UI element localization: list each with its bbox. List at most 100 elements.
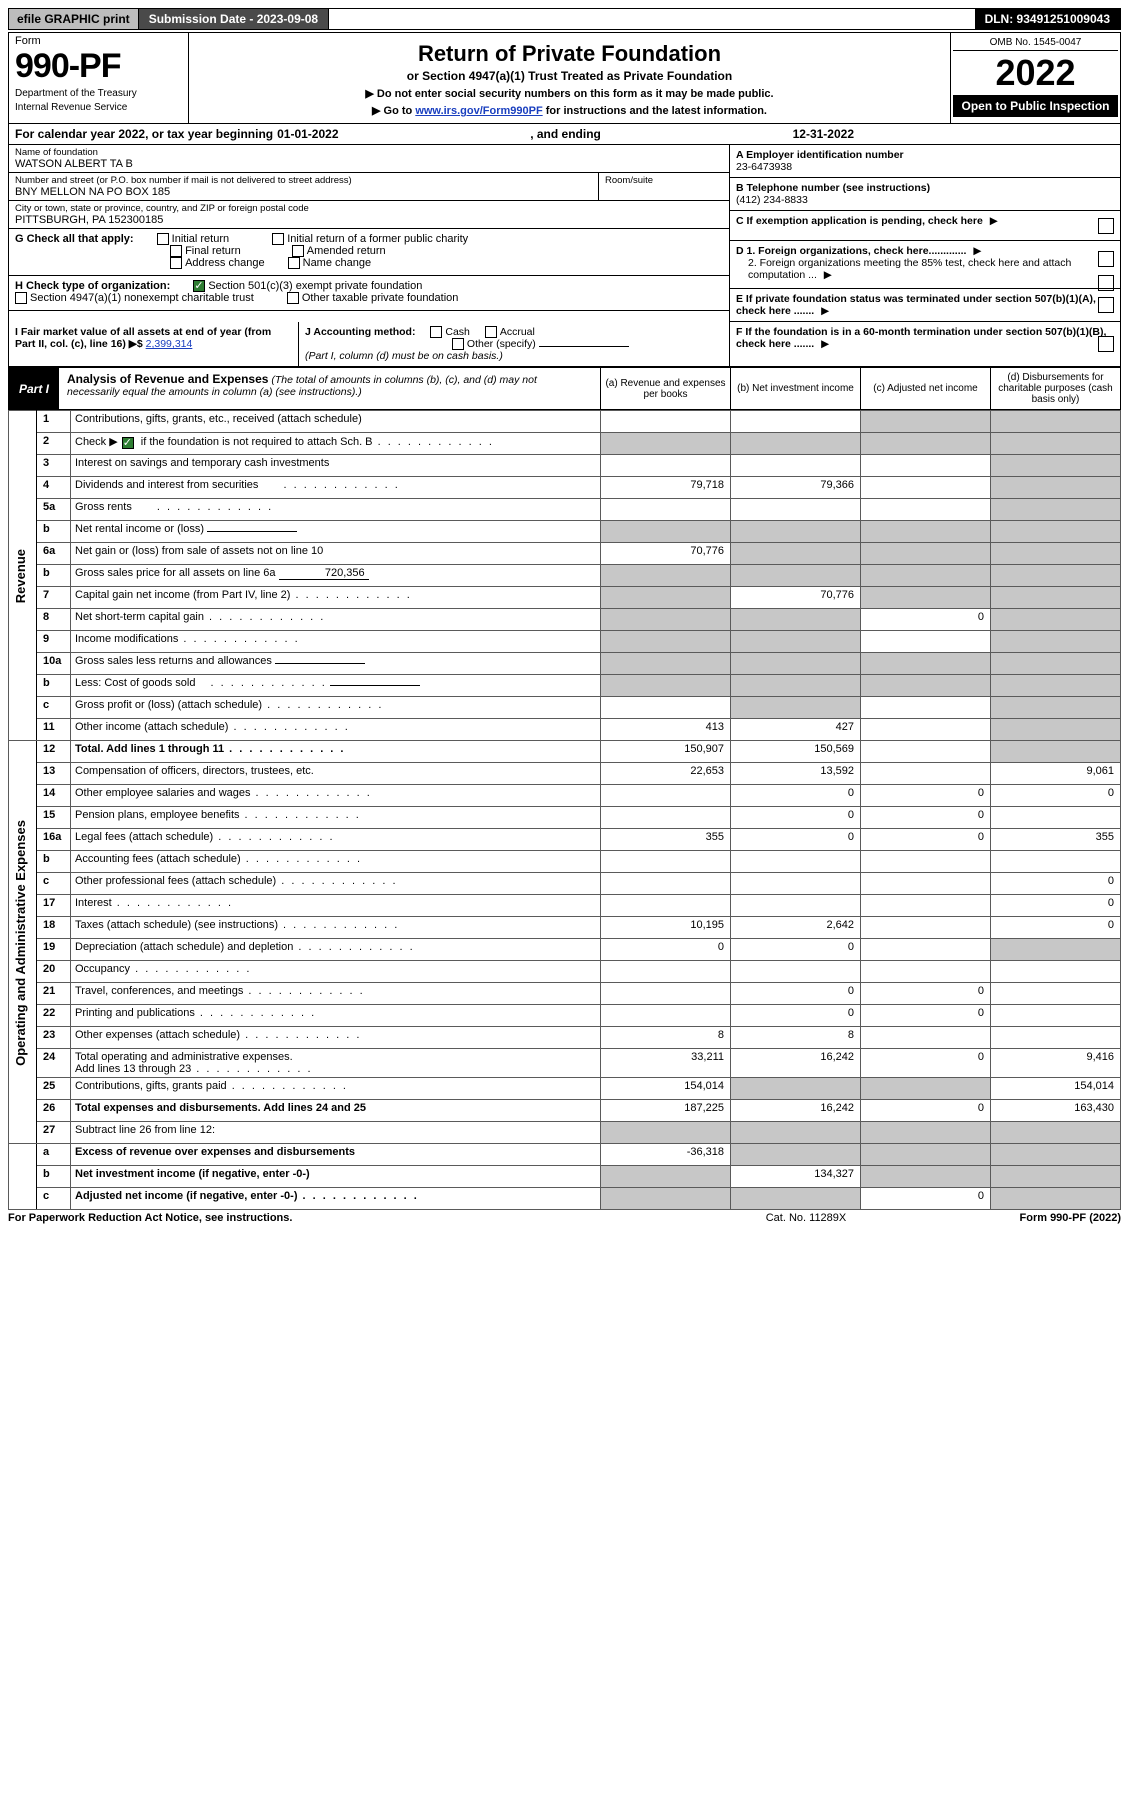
j-other: Other (specify) — [467, 338, 536, 350]
city-label: City or town, state or province, country… — [15, 203, 723, 214]
chk-501c3[interactable] — [193, 280, 205, 292]
opt-initial-former: Initial return of a former public charit… — [287, 233, 468, 245]
table-row: b Accounting fees (attach schedule) — [9, 851, 1121, 873]
chk-name-change[interactable] — [288, 257, 300, 269]
efile-print-button[interactable]: efile GRAPHIC print — [9, 9, 139, 29]
table-row: b Net investment income (if negative, en… — [9, 1166, 1121, 1188]
calendar-mid: , and ending — [343, 127, 789, 141]
irs-link[interactable]: www.irs.gov/Form990PF — [415, 105, 542, 117]
chk-cash[interactable] — [430, 326, 442, 338]
table-row: Operating and Administrative Expenses 12… — [9, 741, 1121, 763]
arrow-icon-d2: ▶ — [824, 269, 832, 281]
j-cash: Cash — [445, 326, 470, 338]
ein-box: A Employer identification number 23-6473… — [730, 145, 1120, 178]
form-header: Form 990-PF Department of the Treasury I… — [8, 32, 1121, 124]
d1-label: D 1. Foreign organizations, check here..… — [736, 245, 966, 257]
opt-amended: Amended return — [307, 245, 386, 257]
blank-vlabel — [9, 1144, 37, 1210]
chk-other-method[interactable] — [452, 338, 464, 350]
table-row: 24 Total operating and administrative ex… — [9, 1049, 1121, 1078]
part1-label: Part I — [9, 368, 59, 409]
table-row: 15 Pension plans, employee benefits 00 — [9, 807, 1121, 829]
table-row: a Excess of revenue over expenses and di… — [9, 1144, 1121, 1166]
c-box: C If exemption application is pending, c… — [730, 211, 1120, 241]
j-lead: J Accounting method: — [305, 326, 415, 338]
part1-desc: Analysis of Revenue and Expenses (The to… — [59, 368, 600, 409]
top-bar: efile GRAPHIC print Submission Date - 20… — [8, 8, 1121, 30]
footer-left: For Paperwork Reduction Act Notice, see … — [8, 1212, 691, 1224]
table-row: 20 Occupancy — [9, 961, 1121, 983]
table-row: 6a Net gain or (loss) from sale of asset… — [9, 543, 1121, 565]
f-block: F If the foundation is in a 60-month ter… — [730, 322, 1120, 366]
table-row: b Less: Cost of goods sold — [9, 675, 1121, 697]
phone-value: (412) 234-8833 — [736, 194, 1114, 206]
arrow-icon-e: ▶ — [821, 305, 829, 317]
chk-other-taxable[interactable] — [287, 292, 299, 304]
chk-schb[interactable] — [122, 437, 134, 449]
table-row: 22 Printing and publications 00 — [9, 1005, 1121, 1027]
revenue-vlabel: Revenue — [9, 411, 37, 741]
table-row: 4 Dividends and interest from securities… — [9, 477, 1121, 499]
i-block: I Fair market value of all assets at end… — [9, 322, 299, 366]
chk-address-change[interactable] — [170, 257, 182, 269]
other-specify-line — [539, 346, 629, 347]
topbar-spacer — [329, 9, 974, 29]
opt-final-return: Final return — [185, 245, 241, 257]
form-title-block: Return of Private Foundation or Section … — [189, 33, 950, 123]
dept-treasury: Department of the Treasury — [15, 88, 182, 100]
col-b-header: (b) Net investment income — [730, 368, 860, 409]
j-note: (Part I, column (d) must be on cash basi… — [305, 350, 503, 362]
opt-4947: Section 4947(a)(1) nonexempt charitable … — [30, 292, 254, 304]
table-row: 5a Gross rents — [9, 499, 1121, 521]
j-accrual: Accrual — [500, 326, 535, 338]
address-label: Number and street (or P.O. box number if… — [15, 175, 592, 186]
opt-initial-return: Initial return — [172, 233, 229, 245]
e-label: E If private foundation status was termi… — [736, 293, 1096, 317]
chk-amended[interactable] — [292, 245, 304, 257]
chk-f[interactable] — [1098, 336, 1114, 352]
form-title: Return of Private Foundation — [197, 41, 942, 67]
table-row: 9 Income modifications — [9, 631, 1121, 653]
open-to-public: Open to Public Inspection — [953, 95, 1118, 117]
form-number-block: Form 990-PF Department of the Treasury I… — [9, 33, 189, 123]
h-check-row: H Check type of organization: Section 50… — [9, 276, 729, 311]
ein-label: A Employer identification number — [736, 149, 1114, 161]
inset-5b — [207, 531, 297, 532]
chk-final-return[interactable] — [170, 245, 182, 257]
opt-address-change: Address change — [185, 257, 265, 269]
table-row: b Gross sales price for all assets on li… — [9, 565, 1121, 587]
form-word: Form — [15, 35, 182, 47]
fmv-link[interactable]: 2,399,314 — [146, 338, 193, 350]
inset-6b: 720,356 — [279, 567, 369, 580]
opt-name-change: Name change — [303, 257, 372, 269]
calendar-end: 12-31-2022 — [793, 127, 854, 141]
room-label: Room/suite — [605, 175, 723, 186]
year-block: OMB No. 1545-0047 2022 Open to Public In… — [950, 33, 1120, 123]
arrow-icon-f: ▶ — [821, 338, 829, 350]
g-check-row: G Check all that apply: Initial return I… — [9, 229, 729, 276]
arrow-icon: ▶ — [990, 215, 998, 227]
chk-e[interactable] — [1098, 297, 1114, 313]
table-row: 25 Contributions, gifts, grants paid 154… — [9, 1078, 1121, 1100]
chk-c[interactable] — [1098, 218, 1114, 234]
table-row: 21 Travel, conferences, and meetings 00 — [9, 983, 1121, 1005]
chk-d1[interactable] — [1098, 251, 1114, 267]
opt-other-taxable: Other taxable private foundation — [302, 292, 459, 304]
entity-info: Name of foundation WATSON ALBERT TA B Nu… — [8, 145, 1121, 322]
inset-10a — [275, 663, 365, 664]
footer-center: Cat. No. 11289X — [691, 1212, 921, 1224]
col-d-header: (d) Disbursements for charitable purpose… — [990, 368, 1120, 409]
chk-initial-former[interactable] — [272, 233, 284, 245]
chk-initial-return[interactable] — [157, 233, 169, 245]
g-lead: G Check all that apply: — [15, 233, 134, 245]
table-row: c Other professional fees (attach schedu… — [9, 873, 1121, 895]
goto-pre: ▶ Go to — [372, 105, 415, 117]
dln-label: DLN: 93491251009043 — [975, 9, 1120, 29]
foundation-name: WATSON ALBERT TA B — [15, 158, 723, 170]
i-lead: I Fair market value of all assets at end… — [15, 326, 271, 350]
table-row: c Gross profit or (loss) (attach schedul… — [9, 697, 1121, 719]
chk-accrual[interactable] — [485, 326, 497, 338]
address-cell: Number and street (or P.O. box number if… — [9, 173, 599, 201]
table-row: 8 Net short-term capital gain 0 — [9, 609, 1121, 631]
chk-4947[interactable] — [15, 292, 27, 304]
